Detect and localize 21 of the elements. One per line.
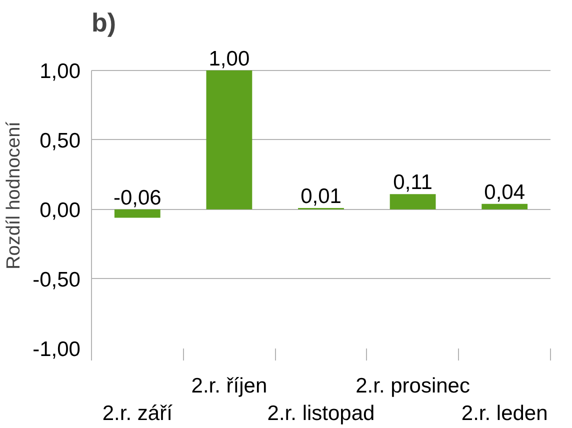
x-tick-label: 2.r. září	[102, 402, 173, 426]
y-tick-label: 0,00	[40, 198, 81, 222]
chart-title: b)	[92, 8, 116, 38]
data-label: -0,06	[113, 186, 162, 210]
data-label: 1,00	[208, 47, 250, 70]
x-tick-label: 2.r. leden	[461, 402, 548, 426]
bar	[390, 194, 436, 210]
bar	[482, 204, 528, 210]
data-label: 0,01	[300, 185, 342, 208]
y-tick-label: -0,50	[32, 268, 81, 292]
bar	[206, 70, 252, 210]
bar	[114, 209, 160, 218]
x-tick-label: 2.r. říjen	[191, 374, 268, 398]
y-tick-label: 1,00	[40, 60, 81, 83]
y-tick-label: 0,50	[40, 129, 81, 152]
x-tick-label: 2.r. listopad	[267, 402, 375, 426]
y-axis-title: Rozdíl hodnocení	[4, 120, 25, 270]
y-tick-label: -1,00	[32, 338, 81, 361]
x-tick-label: 2.r. prosinec	[356, 374, 470, 398]
data-label: 0,11	[393, 171, 432, 194]
data-label: 0,04	[484, 180, 526, 204]
